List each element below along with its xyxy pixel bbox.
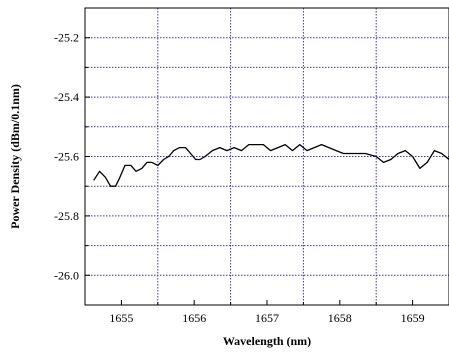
x-tick-label: 1656 [182,311,206,325]
axis-ticks [84,37,449,306]
series-line [93,143,449,187]
y-axis-title: Power Density (dBm/0.1nm) [8,84,22,229]
series-layer [93,143,449,187]
x-tick-label: 1658 [328,311,352,325]
y-tick-labels: -26.0 -25.8 -25.6 -25.4 -25.2 [54,31,79,283]
y-tick-label: -25.2 [54,31,79,45]
grid-lines [85,8,449,305]
x-tick-labels: 1655 1656 1657 1658 1659 [109,311,424,325]
y-tick-label: -25.8 [54,209,79,223]
y-tick-label: -26.0 [54,268,79,282]
x-tick-label: 1657 [255,311,279,325]
x-axis-title: Wavelength (nm) [223,334,311,348]
y-tick-label: -25.6 [54,150,79,164]
x-tick-label: 1655 [109,311,133,325]
y-tick-label: -25.4 [54,90,79,104]
x-tick-label: 1659 [401,311,425,325]
